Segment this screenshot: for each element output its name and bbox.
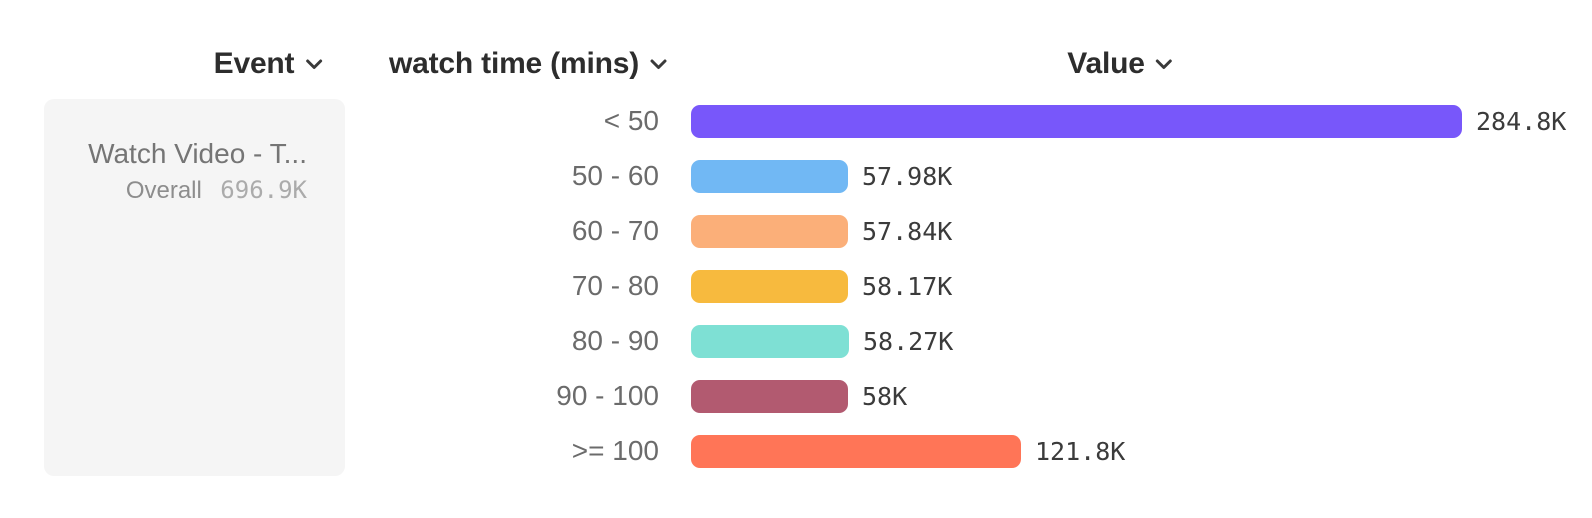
overall-label: Overall (125, 177, 202, 204)
value-label: 58K (862, 381, 908, 411)
chevron-down-icon (1156, 59, 1173, 70)
value-label: 57.84K (862, 216, 953, 246)
bar-segment[interactable] (691, 434, 1021, 468)
event-column-label: Event (213, 47, 295, 80)
category-label: >= 100 (571, 435, 659, 466)
event-name: Watch Video - T... (88, 138, 307, 169)
chart-row: >= 100 121.8K (0, 424, 1592, 479)
value-label: 57.98K (862, 161, 953, 191)
chart-row: 60 - 70 57.84K (0, 204, 1592, 259)
bar-segment[interactable] (691, 379, 848, 413)
chart-row: < 50 284.8K (0, 94, 1592, 149)
category-label: 70 - 80 (571, 270, 659, 301)
bar-segment[interactable] (691, 104, 1462, 138)
chart-row: 90 - 100 58K (0, 369, 1592, 424)
category-label: 50 - 60 (571, 160, 659, 191)
value-label: 121.8K (1035, 436, 1126, 466)
value-column-label: Value (1067, 47, 1145, 80)
column-header-event[interactable]: Event (214, 47, 323, 81)
category-label: 90 - 100 (556, 380, 659, 411)
value-label: 284.8K (1476, 106, 1567, 136)
bar-segment[interactable] (691, 269, 848, 303)
chart-row: 80 - 90 58.27K (0, 314, 1592, 369)
value-label: 58.17K (862, 271, 953, 301)
category-label: 80 - 90 (571, 325, 659, 356)
bar-segment[interactable] (691, 159, 848, 193)
bar-segment[interactable] (691, 214, 848, 248)
bar-segment[interactable] (691, 324, 849, 358)
chart-row: 70 - 80 58.17K (0, 259, 1592, 314)
overall-value: 696.9K (220, 176, 307, 204)
category-label: 60 - 70 (571, 215, 659, 246)
column-header-value[interactable]: Value (1067, 47, 1173, 81)
value-label: 58.27K (863, 326, 954, 356)
breakdown-column-label: watch time (mins) (389, 47, 639, 80)
chevron-down-icon (305, 59, 322, 70)
event-card[interactable]: Watch Video - T... Overall 696.9K (44, 99, 345, 476)
chart-row: 50 - 60 57.98K (0, 149, 1592, 204)
event-overall-row: Overall 696.9K (44, 175, 307, 209)
category-label: < 50 (603, 105, 659, 136)
chevron-down-icon (650, 59, 667, 70)
column-header-breakdown[interactable]: watch time (mins) (389, 47, 667, 81)
